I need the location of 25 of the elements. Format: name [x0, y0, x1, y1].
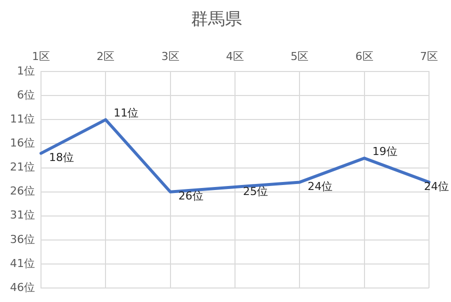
data-label: 26位 [178, 190, 204, 203]
data-label: 25位 [243, 184, 268, 198]
y-tick-label: 46位 [10, 280, 35, 294]
y-tick-label: 16位 [10, 136, 35, 150]
data-label: 19位 [372, 145, 398, 158]
x-tick-label: 5区 [290, 50, 309, 63]
x-tick-label: 1区 [32, 50, 50, 63]
y-tick-label: 11位 [10, 112, 35, 126]
x-tick-label: 2区 [96, 50, 115, 63]
data-label: 18位 [48, 151, 74, 164]
y-tick-label: 36位 [10, 232, 35, 246]
data-label: 24位 [308, 180, 333, 194]
x-tick-label: 3区 [161, 50, 180, 63]
x-tick-label: 7区 [420, 50, 438, 63]
data-label: 11位 [114, 106, 139, 120]
y-tick-label: 41位 [10, 256, 35, 270]
y-tick-label: 1位 [16, 64, 35, 78]
y-tick-label: 31位 [10, 208, 35, 222]
x-tick-label: 4区 [226, 50, 244, 63]
data-label: 24位 [424, 180, 450, 194]
y-tick-label: 6位 [16, 88, 35, 102]
y-tick-label: 26位 [10, 184, 35, 198]
chart-title: 群馬県 [191, 10, 242, 30]
x-tick-label: 6区 [355, 50, 374, 63]
y-tick-label: 21位 [10, 160, 35, 174]
